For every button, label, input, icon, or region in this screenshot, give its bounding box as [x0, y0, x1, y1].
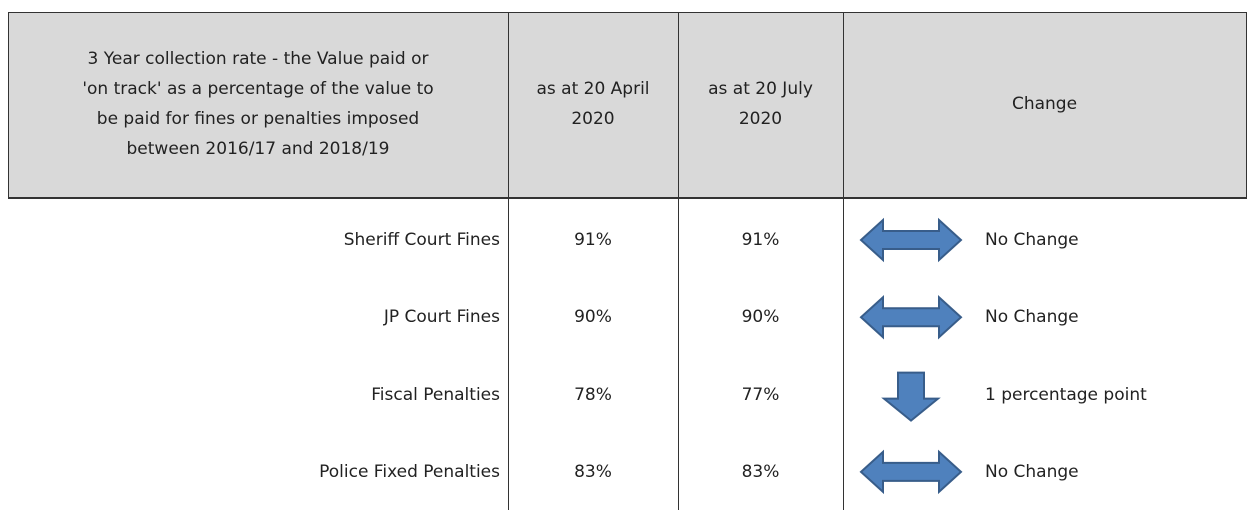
april-value: 78%	[574, 384, 612, 405]
header-row	[8, 12, 1247, 199]
july-value: 77%	[741, 384, 780, 405]
april-value: 83%	[574, 461, 612, 482]
header-text: Change	[1011, 94, 1078, 114]
july-value: 83%	[741, 461, 780, 482]
april-value: 91%	[574, 230, 612, 250]
change-arrow	[881, 371, 941, 422]
header-text: 2020	[571, 109, 615, 129]
column-border	[843, 12, 844, 510]
row-label: Fiscal Penalties	[371, 384, 500, 405]
change-arrow	[859, 217, 963, 263]
column-border	[678, 12, 679, 510]
change-text: 1 percentage point	[985, 384, 1147, 405]
row-label: Police Fixed Penalties	[319, 461, 500, 482]
header-text: as at 20 April	[536, 79, 650, 99]
row-label: JP Court Fines	[383, 307, 500, 328]
header-text: between 2016/17 and 2018/19	[126, 139, 390, 159]
july-value: 90%	[741, 307, 780, 328]
header-text: as at 20 July	[708, 79, 813, 99]
change-text: No Change	[985, 307, 1079, 328]
column-border	[508, 12, 509, 510]
july-value: 91%	[741, 230, 780, 250]
change-arrow	[859, 449, 963, 495]
change-arrow	[859, 295, 963, 340]
header-text: be paid for fines or penalties imposed	[96, 109, 420, 129]
change-text: No Change	[985, 230, 1079, 250]
april-value: 90%	[574, 307, 612, 328]
header-text: 3 Year collection rate - the Value paid …	[87, 49, 429, 69]
header-text: 'on track' as a percentage of the value …	[82, 79, 434, 99]
change-text: No Change	[985, 461, 1079, 482]
row-label: Sheriff Court Fines	[343, 230, 500, 250]
header-text: 2020	[738, 109, 783, 129]
